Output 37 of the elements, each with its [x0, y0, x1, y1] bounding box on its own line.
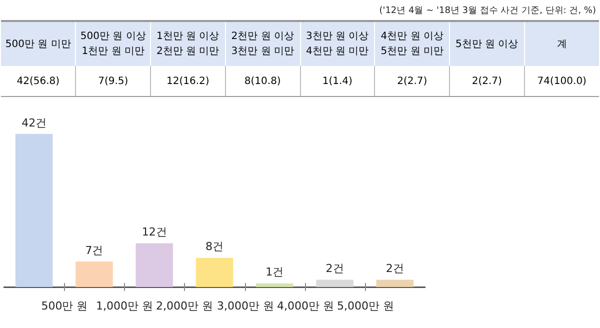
data-label: 8건 [206, 240, 224, 254]
text: 2(2.7) [450, 66, 524, 96]
text: 500만 원 미만 [1, 21, 76, 66]
bar [136, 243, 173, 287]
text: 8(10.8) [225, 66, 300, 96]
text: 계 [524, 21, 599, 66]
text: 3,000만 원 [217, 299, 274, 312]
text: 4,000만 원 [277, 299, 334, 312]
data-label: 42건 [22, 116, 47, 130]
text: 1,000만 원 [96, 299, 153, 312]
text: 1천만 원 이상 2천만 원 미만 [150, 21, 226, 66]
data-label: 2건 [386, 262, 404, 276]
text: 7(9.5) [76, 66, 150, 96]
text: 2천만 원 이상 3천만 원 미만 [225, 21, 300, 66]
text: 5,000만 원 [337, 299, 394, 312]
text: ('12년 4월 ~ '18년 3월 접수 사건 기준, 단위: 건, %) [378, 5, 597, 18]
text: 2(2.7) [374, 66, 450, 96]
text: 74(100.0) [524, 66, 599, 96]
bar [316, 280, 354, 287]
text: 500만 원 [41, 299, 88, 312]
bar [15, 134, 53, 287]
data-label: 1건 [266, 266, 284, 279]
data-label: 2건 [326, 262, 344, 276]
data-label: 12건 [142, 226, 167, 239]
text: 42(56.8) [1, 66, 76, 96]
text: 1(1.4) [300, 66, 375, 96]
text: 2,000만 원 [156, 299, 213, 312]
text: 4천만 원 이상 5천만 원 미만 [374, 21, 450, 66]
data-label: 7건 [85, 244, 104, 257]
text: 5천만 원 이상 [450, 21, 524, 66]
bar [256, 283, 294, 287]
text: 3천만 원 이상 4천만 원 미만 [300, 21, 375, 66]
bar [196, 258, 234, 287]
bar [376, 280, 414, 287]
bar [76, 261, 113, 287]
text: 12(16.2) [150, 66, 226, 96]
text: 500만 원 이상 1천만 원 미만 [76, 21, 150, 66]
